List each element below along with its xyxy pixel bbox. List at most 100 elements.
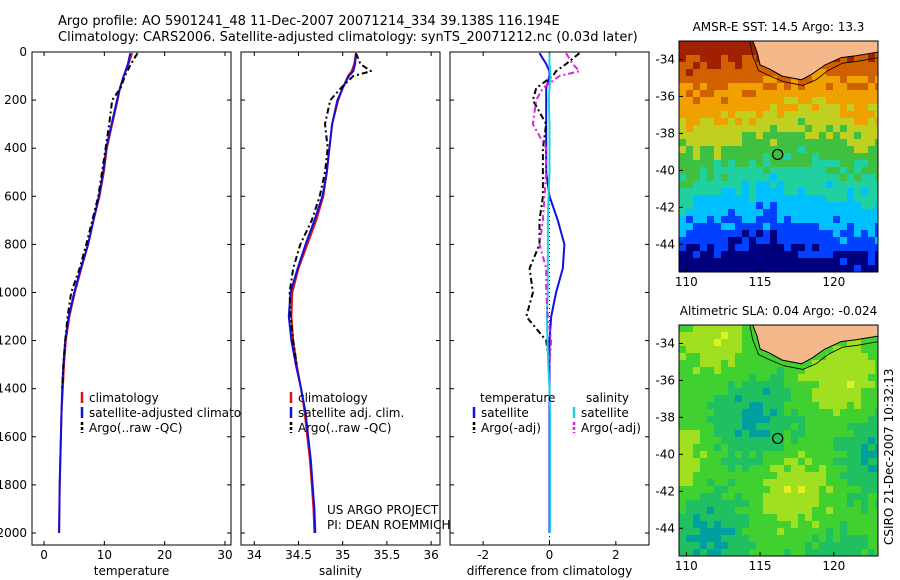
sst-map-cell bbox=[693, 188, 700, 195]
sla-map-cell bbox=[798, 367, 805, 374]
sla-map-cell bbox=[742, 535, 749, 542]
sla-map-cell bbox=[791, 451, 798, 458]
sla-map-cell bbox=[714, 325, 721, 332]
sla-map-cell bbox=[812, 465, 819, 472]
sst-map-cell bbox=[707, 139, 714, 146]
sst-map-cell bbox=[770, 111, 777, 118]
sst-map-cell bbox=[784, 167, 791, 174]
sst-map-cell bbox=[840, 223, 847, 230]
sst-map-cell bbox=[742, 223, 749, 230]
sla-map-cell bbox=[875, 521, 878, 528]
sst-map-cell bbox=[847, 202, 854, 209]
sst-map-cell bbox=[707, 244, 714, 251]
sla-map-cell bbox=[686, 402, 693, 409]
sst-map-cell bbox=[735, 153, 742, 160]
sst-map-cell bbox=[840, 167, 847, 174]
sla-map-cell bbox=[791, 416, 798, 423]
sla-map-cell bbox=[861, 521, 868, 528]
sst-map-cell bbox=[798, 97, 805, 104]
sst-map-cell bbox=[693, 237, 700, 244]
sla-map-cell bbox=[847, 374, 854, 381]
difference-xtick-label: -2 bbox=[477, 548, 489, 562]
sla-map-cell bbox=[868, 479, 875, 486]
sst-map-cell bbox=[742, 251, 749, 258]
sla-map-cell bbox=[854, 458, 861, 465]
sla-map-cell bbox=[784, 437, 791, 444]
sst-map-cell bbox=[735, 132, 742, 139]
sst-map-cell bbox=[777, 223, 784, 230]
difference-series-group bbox=[525, 52, 581, 545]
sst-map-cell bbox=[749, 139, 756, 146]
sla-map-cell bbox=[812, 507, 819, 514]
sla-map-cell bbox=[714, 493, 721, 500]
sla-map-cell bbox=[791, 360, 798, 367]
sla-map-cell bbox=[805, 423, 812, 430]
sst-map-cell bbox=[686, 258, 693, 265]
sla-map-cell bbox=[833, 465, 840, 472]
sst-map-cell bbox=[686, 146, 693, 153]
sst-map-cell bbox=[826, 202, 833, 209]
sst-map-cell bbox=[756, 90, 763, 97]
sla-map-cell bbox=[714, 479, 721, 486]
sla-map-cell bbox=[847, 402, 854, 409]
sla-map-cell bbox=[686, 416, 693, 423]
sla-map-cell bbox=[861, 500, 868, 507]
sla-map-cell bbox=[756, 423, 763, 430]
sla-map-cell bbox=[714, 507, 721, 514]
sla-map-cell bbox=[770, 360, 777, 367]
sla-map-cell bbox=[819, 514, 826, 521]
sst-map-cell bbox=[770, 118, 777, 125]
sst-map-ytick-label: -38 bbox=[655, 126, 675, 140]
temperature-legend-label: Argo(..raw -QC) bbox=[89, 421, 182, 435]
sla-map-cell bbox=[679, 423, 686, 430]
sst-map-cell bbox=[756, 76, 763, 83]
sst-map-cell bbox=[875, 160, 878, 167]
sst-map-cell bbox=[868, 230, 875, 237]
sla-map-cell bbox=[679, 486, 686, 493]
sla-map-cell bbox=[833, 395, 840, 402]
sst-map-cell bbox=[791, 202, 798, 209]
sla-map-cell bbox=[707, 514, 714, 521]
sla-map-cell bbox=[679, 507, 686, 514]
sst-map-cell bbox=[812, 118, 819, 125]
sst-map-cell bbox=[770, 83, 777, 90]
sla-map-cell bbox=[861, 549, 868, 556]
sla-map-cell bbox=[714, 353, 721, 360]
sla-map-cell bbox=[784, 374, 791, 381]
sla-map-cell bbox=[819, 451, 826, 458]
sst-map-cell bbox=[714, 181, 721, 188]
sla-map-cell bbox=[875, 465, 878, 472]
sla-map-cell bbox=[728, 388, 735, 395]
sst-map-cell bbox=[812, 188, 819, 195]
sla-map-cell bbox=[791, 472, 798, 479]
sla-map-cell bbox=[805, 535, 812, 542]
sst-map-cell bbox=[812, 216, 819, 223]
sst-map-cell bbox=[777, 160, 784, 167]
sla-map-cell bbox=[826, 514, 833, 521]
sla-map-cell bbox=[833, 514, 840, 521]
sla-map-cell bbox=[770, 549, 777, 556]
sla-map-ytick-label: -36 bbox=[655, 373, 675, 387]
sst-map-cell bbox=[833, 69, 840, 76]
sla-map-cell bbox=[826, 402, 833, 409]
sst-map-cell bbox=[728, 223, 735, 230]
sla-map-cell bbox=[819, 465, 826, 472]
sla-map-cell bbox=[707, 332, 714, 339]
sla-map-cell bbox=[833, 493, 840, 500]
sst-map-cell bbox=[735, 188, 742, 195]
sla-map-cell bbox=[756, 451, 763, 458]
sst-map-cell bbox=[735, 62, 742, 69]
sst-map-cell bbox=[861, 125, 868, 132]
sst-map-cell bbox=[854, 104, 861, 111]
sla-map-cell bbox=[798, 374, 805, 381]
sla-map-cell bbox=[707, 409, 714, 416]
sst-map-cell bbox=[798, 83, 805, 90]
sst-map-cell bbox=[770, 244, 777, 251]
sst-map-cell bbox=[721, 97, 728, 104]
sla-map-cell bbox=[868, 388, 875, 395]
sst-map-cell bbox=[868, 90, 875, 97]
sst-map-cell bbox=[707, 230, 714, 237]
diff-legend-title-temperature: temperature bbox=[480, 391, 555, 405]
project-annotation: PI: DEAN ROEMMICH bbox=[327, 518, 450, 532]
sst-map-cell bbox=[777, 188, 784, 195]
